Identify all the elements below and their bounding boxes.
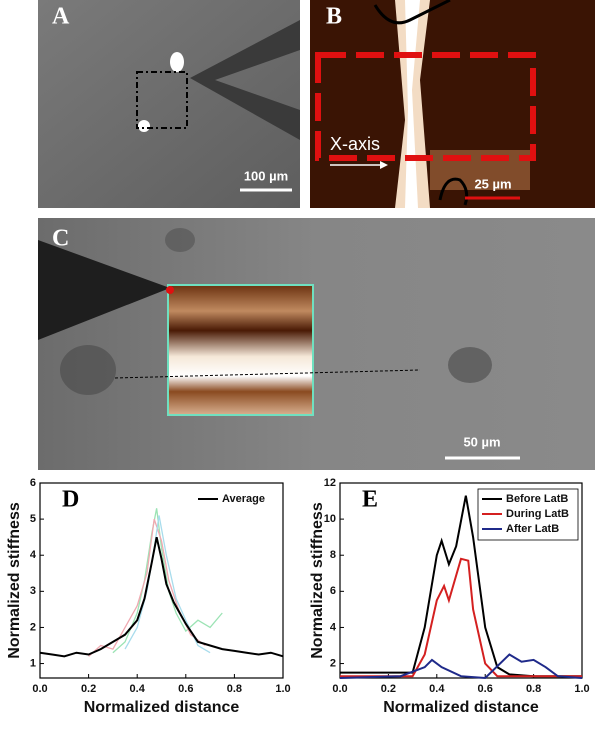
x-axis-title: Normalized distance — [383, 699, 539, 716]
x-tick-label: 0.6 — [178, 683, 193, 695]
y-tick-label: 12 — [324, 477, 336, 489]
series-line — [39, 536, 284, 658]
scan-box — [167, 284, 314, 416]
y-tick-label: 10 — [324, 513, 336, 525]
scale-label: 100 µm — [244, 168, 288, 183]
x-tick-label: 0.8 — [227, 683, 242, 695]
series-line — [340, 495, 582, 678]
legend-label: Average — [222, 493, 265, 505]
x-tick-label: 0.2 — [81, 683, 96, 695]
profile-line — [114, 369, 421, 379]
x-axis-title: Normalized distance — [84, 699, 240, 716]
panel-letter: D — [62, 487, 79, 513]
x-tick-label: 1.0 — [275, 683, 290, 695]
cell — [170, 52, 184, 72]
scan-box — [315, 52, 536, 161]
panel-b: B X-axis 25 µm — [310, 0, 595, 208]
y-tick-label: 6 — [30, 477, 36, 489]
scale-label: 50 µm — [463, 434, 500, 449]
y-tick-label: 6 — [330, 585, 336, 597]
x-tick-label: 0.4 — [429, 683, 445, 695]
y-tick-label: 1 — [30, 657, 36, 669]
legend-label: Before LatB — [506, 493, 568, 505]
y-tick-label: 8 — [330, 549, 336, 561]
cell — [448, 347, 492, 383]
annotation: X-axis — [330, 134, 380, 154]
arrow-head — [380, 161, 388, 169]
scale-label: 25 µm — [474, 176, 511, 191]
cantilever — [190, 20, 300, 140]
x-tick-label: 0.6 — [478, 683, 493, 695]
legend-label: After LatB — [506, 523, 559, 535]
series-line — [339, 653, 583, 680]
y-tick-label: 3 — [30, 585, 36, 597]
series-line — [112, 508, 223, 654]
cell — [138, 120, 150, 132]
panel-c: C 50 µm — [38, 218, 595, 470]
y-tick-label: 2 — [330, 657, 336, 669]
x-tick-label: 1.0 — [574, 683, 589, 695]
tip — [166, 286, 174, 294]
plot-frame — [39, 482, 284, 679]
panel-letter: E — [362, 487, 378, 513]
cell — [60, 345, 116, 395]
stiffness-map — [168, 285, 313, 415]
cell-outline — [373, 0, 451, 25]
y-axis-title: Normalized stiffness — [6, 502, 23, 659]
panel-letter: A — [52, 4, 70, 30]
y-axis-title: Normalized stiffness — [309, 502, 326, 659]
cell — [165, 228, 195, 252]
y-tick-label: 5 — [30, 513, 36, 525]
scan-box — [136, 71, 188, 129]
y-tick-label: 4 — [30, 549, 37, 561]
panel-letter: C — [52, 226, 69, 252]
micrograph — [38, 218, 595, 470]
y-tick-label: 2 — [30, 621, 36, 633]
x-tick-label: 0.8 — [526, 683, 541, 695]
x-tick-label: 0.0 — [32, 683, 47, 695]
y-tick-label: 4 — [330, 621, 337, 633]
x-tick-label: 0.2 — [381, 683, 396, 695]
panel-letter: B — [326, 4, 342, 30]
x-tick-label: 0.4 — [130, 683, 146, 695]
cantilever — [38, 240, 170, 340]
panel-a: A 100 µm — [38, 0, 300, 208]
x-tick-label: 0.0 — [332, 683, 347, 695]
series-line — [340, 557, 582, 678]
legend-label: During LatB — [506, 508, 569, 520]
